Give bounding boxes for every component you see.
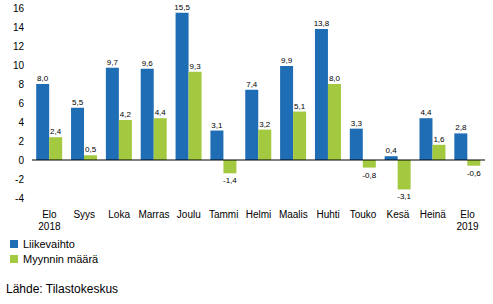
- svg-text:Huhti: Huhti: [317, 209, 340, 220]
- svg-text:14: 14: [13, 22, 25, 33]
- svg-text:-0,8: -0,8: [362, 171, 376, 180]
- svg-text:10: 10: [13, 60, 25, 71]
- svg-text:4,2: 4,2: [120, 110, 132, 119]
- svg-text:Helmi: Helmi: [246, 209, 272, 220]
- svg-text:-3,1: -3,1: [397, 192, 411, 201]
- svg-text:-0,6: -0,6: [467, 169, 481, 178]
- svg-text:2,4: 2,4: [50, 127, 62, 136]
- svg-text:-1,4: -1,4: [223, 176, 237, 185]
- svg-text:Syys: Syys: [73, 209, 95, 220]
- svg-text:9,6: 9,6: [142, 59, 154, 68]
- svg-text:Marras: Marras: [138, 209, 169, 220]
- svg-text:Elo2018: Elo2018: [38, 209, 61, 232]
- svg-text:1,6: 1,6: [433, 135, 445, 144]
- svg-text:Tammi: Tammi: [209, 209, 238, 220]
- svg-text:16: 16: [13, 3, 25, 14]
- svg-text:15,5: 15,5: [174, 3, 190, 12]
- svg-text:3,2: 3,2: [259, 120, 271, 129]
- svg-text:Joulu: Joulu: [177, 209, 201, 220]
- html-text:Lähde: Tilastokeskus: Lähde: Tilastokeskus: [6, 282, 119, 296]
- svg-text:-2: -2: [15, 174, 24, 185]
- svg-text:3,1: 3,1: [211, 121, 223, 130]
- svg-text:0,5: 0,5: [85, 145, 97, 154]
- svg-text:8,0: 8,0: [37, 74, 49, 83]
- html-text:Myynnin määrä: Myynnin määrä: [23, 252, 99, 265]
- svg-text:9,7: 9,7: [107, 58, 119, 67]
- svg-text:Elo2019: Elo2019: [456, 209, 479, 232]
- svg-text:2: 2: [18, 136, 24, 147]
- svg-text:12: 12: [13, 41, 25, 52]
- html-text:Liikevaihto: Liikevaihto: [23, 237, 75, 250]
- svg-text:0: 0: [18, 155, 24, 166]
- svg-text:8: 8: [18, 79, 24, 90]
- svg-text:-4: -4: [15, 193, 24, 204]
- svg-text:2,8: 2,8: [455, 123, 467, 132]
- svg-text:Kesä: Kesä: [386, 209, 409, 220]
- svg-text:13,8: 13,8: [314, 19, 330, 28]
- svg-text:8,0: 8,0: [329, 74, 341, 83]
- svg-text:5,5: 5,5: [72, 98, 84, 107]
- svg-text:4: 4: [18, 117, 24, 128]
- svg-text:9,3: 9,3: [190, 62, 202, 71]
- svg-text:4,4: 4,4: [155, 108, 167, 117]
- svg-text:6: 6: [18, 98, 24, 109]
- svg-text:5,1: 5,1: [294, 102, 306, 111]
- svg-text:9,9: 9,9: [281, 56, 293, 65]
- svg-text:3,3: 3,3: [351, 119, 363, 128]
- svg-text:7,4: 7,4: [246, 80, 258, 89]
- svg-text:Heinä: Heinä: [420, 209, 447, 220]
- svg-text:4,4: 4,4: [420, 108, 432, 117]
- svg-text:0,4: 0,4: [386, 146, 398, 155]
- svg-text:Maalis: Maalis: [279, 209, 308, 220]
- svg-text:Loka: Loka: [108, 209, 130, 220]
- svg-text:Touko: Touko: [350, 209, 377, 220]
